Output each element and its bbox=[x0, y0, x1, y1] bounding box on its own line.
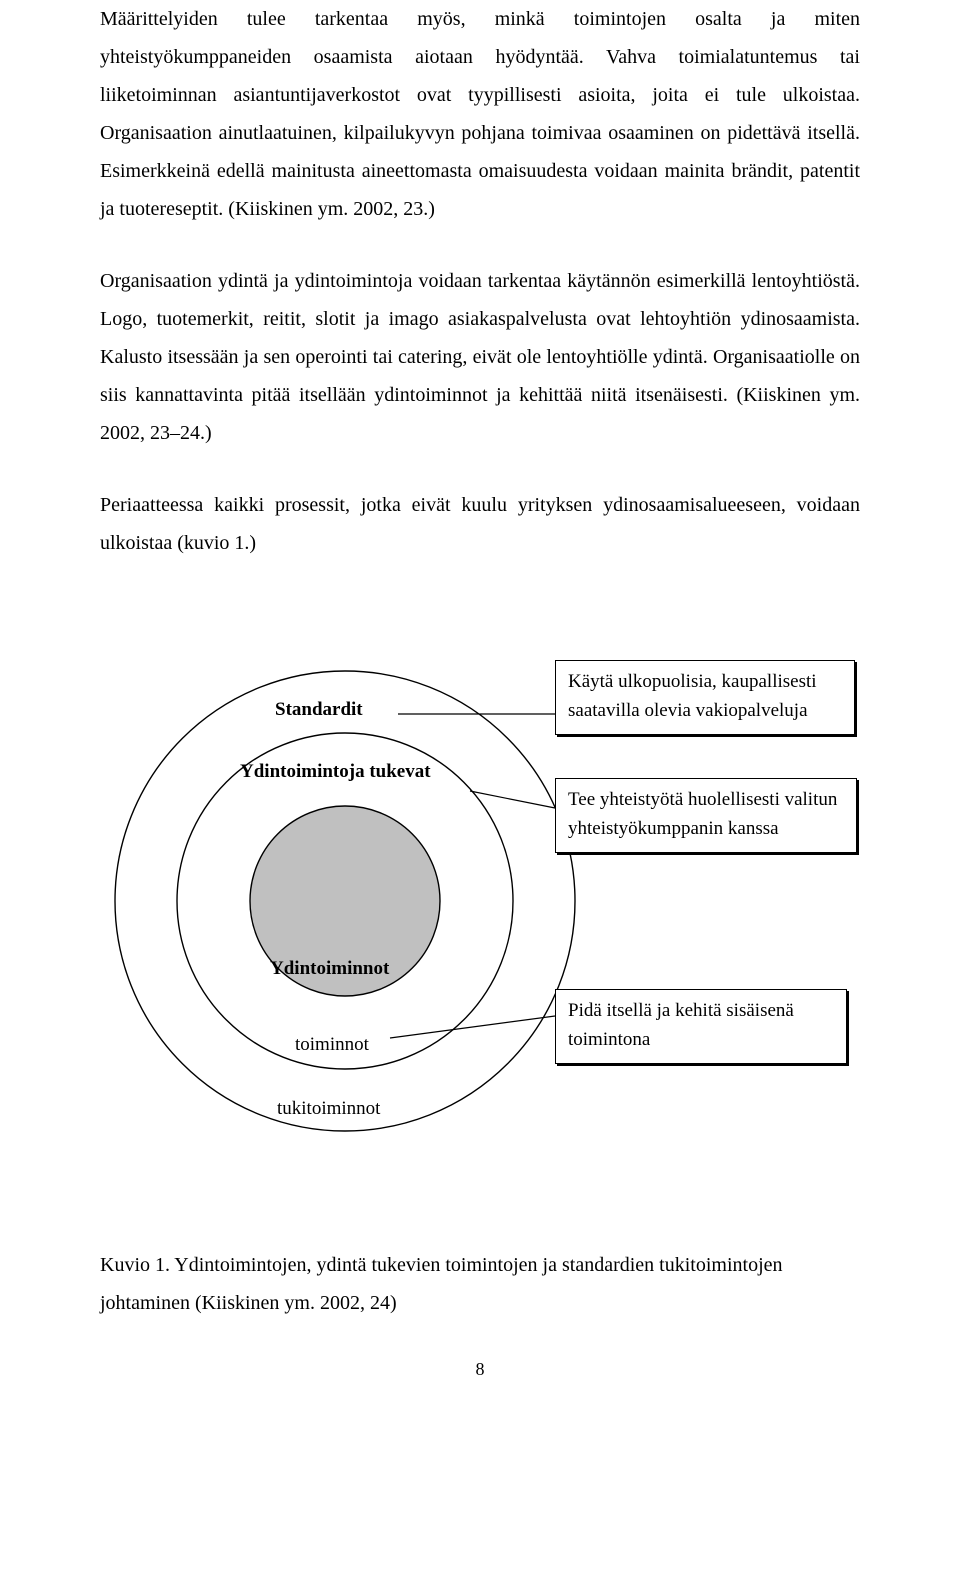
ring-middle-label: Ydintoimintoja tukevat bbox=[240, 761, 431, 784]
paragraph-3: Periaatteessa kaikki prosessit, jotka ei… bbox=[100, 486, 860, 562]
paragraph-2: Organisaation ydintä ja ydintoimintoja v… bbox=[100, 262, 860, 452]
ring-middle-sublabel: toiminnot bbox=[295, 1034, 369, 1057]
ring-inner-label: Ydintoiminnot bbox=[270, 958, 389, 981]
page: Määrittelyiden tulee tarkentaa myös, min… bbox=[0, 0, 960, 1446]
callout-box-tukevat: Tee yhteistyötä huolellisesti valitun yh… bbox=[555, 778, 857, 853]
paragraph-1: Määrittelyiden tulee tarkentaa myös, min… bbox=[100, 0, 860, 228]
figure-caption: Kuvio 1. Ydintoimintojen, ydintä tukevie… bbox=[100, 1246, 860, 1322]
ring-outer-sublabel: tukitoiminnot bbox=[277, 1098, 380, 1121]
callout-box-standardit: Käytä ulkopuolisia, kaupallisesti saatav… bbox=[555, 660, 855, 735]
concentric-diagram: Standardit tukitoiminnot Ydintoimintoja … bbox=[100, 596, 860, 1206]
page-number: 8 bbox=[100, 1352, 860, 1386]
callout-box-ydin: Pidä itsellä ja kehitä sisäisenä toimint… bbox=[555, 989, 847, 1064]
ring-outer-label: Standardit bbox=[275, 699, 363, 722]
